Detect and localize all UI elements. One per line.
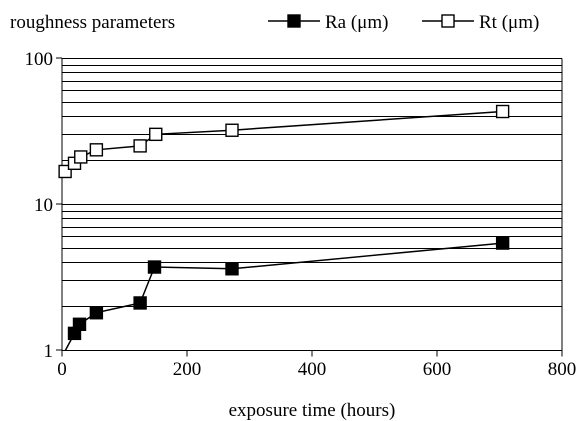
legend-marker xyxy=(287,14,301,28)
y-tick-label: 100 xyxy=(25,49,54,70)
data-point xyxy=(74,150,88,164)
data-point xyxy=(89,143,104,157)
data-point xyxy=(72,317,87,331)
x-axis-title: exposure time (hours) xyxy=(229,400,396,421)
data-point xyxy=(147,260,162,274)
x-tick-label: 200 xyxy=(173,359,202,380)
x-tick-label: 400 xyxy=(298,359,327,380)
x-tick-label: 800 xyxy=(548,359,577,380)
data-point xyxy=(133,296,147,310)
data-point xyxy=(149,127,163,142)
x-tick-label: 600 xyxy=(423,359,452,380)
data-point xyxy=(225,262,239,276)
grid xyxy=(62,58,562,307)
legend-marker xyxy=(441,14,455,28)
axes: 0 200 400 600 800 1 10 100 xyxy=(25,49,577,380)
series-line-1 xyxy=(64,242,503,350)
series-line-2 xyxy=(64,110,503,173)
x-tick-label: 0 xyxy=(57,359,67,380)
data-point xyxy=(89,306,104,320)
y-tick-label: 1 xyxy=(44,341,54,362)
legend-title: roughness parameters xyxy=(10,12,175,33)
data-point xyxy=(495,236,510,250)
y-tick-label: 10 xyxy=(34,195,53,216)
legend: roughness parameters Ra (μm) Rt (μm) xyxy=(10,12,539,33)
plot-area xyxy=(55,104,510,350)
data-point xyxy=(225,123,239,137)
data-point xyxy=(133,139,147,153)
data-point xyxy=(495,104,510,119)
legend-label: Ra (μm) xyxy=(325,12,388,33)
legend-label: Rt (μm) xyxy=(479,12,539,33)
